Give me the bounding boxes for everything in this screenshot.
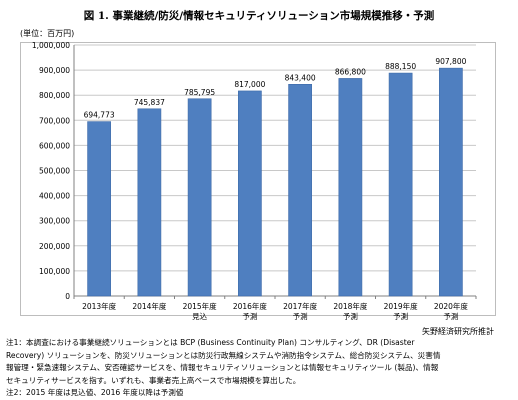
data-label: 745,837: [134, 98, 165, 107]
bar: [439, 67, 463, 297]
y-tick-label: 400,000: [39, 192, 70, 201]
data-label: 817,000: [234, 80, 265, 89]
chart-title: 図 1. 事業継続/防災/情報セキュリティソリューション市場規模推移・予測: [83, 10, 435, 22]
data-label: 785,795: [184, 88, 215, 97]
unit-label: (単位：百万円): [20, 29, 75, 38]
note-line: 注1：本調査における事業継続ソリューションとは BCP (Business Co…: [6, 338, 415, 347]
x-tick-label: 予測: [393, 311, 408, 321]
y-tick-label: 300,000: [39, 217, 70, 226]
data-label: 888,150: [385, 62, 416, 71]
y-tick-label: 900,000: [39, 66, 70, 75]
y-tick-label: 800,000: [39, 91, 70, 100]
bar: [137, 108, 162, 297]
x-tick-label: 2019年度: [384, 301, 419, 311]
y-tick-label: 600,000: [39, 141, 70, 150]
note-line: 注2：2015 年度は見込値、2016 年度以降は予測値: [6, 388, 184, 397]
bar: [338, 78, 363, 297]
data-label: 907,800: [435, 57, 466, 66]
bar: [388, 72, 413, 297]
notes: 注1：本調査における事業継続ソリューションとは BCP (Business Co…: [6, 337, 512, 400]
y-tick-label: 1,000,000: [32, 41, 70, 50]
x-tick-label: 予測: [443, 311, 458, 321]
x-tick-label: 2014年度: [132, 301, 167, 311]
bar: [187, 98, 212, 297]
x-tick-label: 2018年度: [333, 301, 368, 311]
y-tick-label: 700,000: [39, 116, 70, 125]
source-label: 矢野経済研究所推計: [422, 327, 494, 336]
x-tick-label: 予測: [242, 311, 257, 321]
bar: [238, 90, 262, 297]
x-tick-label: 2017年度: [283, 301, 318, 311]
y-tick-label: 500,000: [39, 167, 70, 176]
x-tick-label: 2015年度: [183, 301, 218, 311]
chart-frame: [20, 42, 496, 316]
x-tick-label: 見込: [192, 312, 207, 321]
note-line: セキュリティサービスを指す。いずれも、事業者売上高ベースで市場規模を算出した。: [6, 375, 301, 385]
note-line: 報管理・緊急速報システム、安否確認サービスを、情報セキュリティソリューションとは…: [6, 363, 439, 372]
data-label: 843,400: [285, 73, 316, 82]
y-tick-label: 100,000: [39, 267, 70, 276]
y-tick-label: 200,000: [39, 242, 70, 251]
data-label: 866,800: [335, 67, 366, 76]
data-label: 694,773: [84, 111, 115, 120]
bar: [288, 84, 312, 297]
x-tick-label: 予測: [343, 311, 358, 321]
x-tick-label: 2020年度: [434, 301, 469, 311]
y-tick-label: 0: [65, 292, 70, 301]
x-tick-label: 予測: [293, 311, 308, 321]
x-tick-label: 2013年度: [82, 301, 117, 311]
bar: [87, 121, 111, 297]
note-line: Recovery) ソリューションを、防災ソリューションとは防災行政無線システム…: [6, 350, 441, 360]
x-tick-label: 2016年度: [233, 301, 268, 311]
